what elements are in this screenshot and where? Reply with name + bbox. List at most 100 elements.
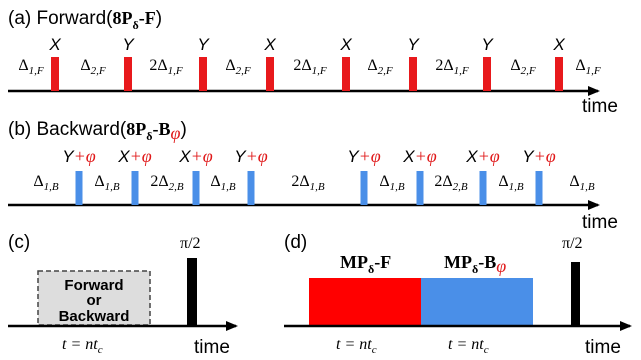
backward-pulse-4 — [247, 171, 255, 205]
panel-a-seq-tail: -F — [139, 8, 156, 28]
forward-spacing-5-symbol: Δ — [301, 57, 311, 74]
backward-spacing-3-symbol: Δ — [158, 173, 168, 190]
panel-d-duration-2: t = nt — [448, 336, 484, 353]
box-line-backward: Backward — [59, 308, 130, 325]
forward-gate-label-3: Y — [197, 35, 210, 54]
forward-spacing-7-subscript: 1,F — [454, 65, 469, 77]
backward-spacing-7-symbol: Δ — [442, 173, 452, 190]
panel-a-label: (a) Forward( — [8, 8, 113, 29]
backward-spacing-7-prefix: 2 — [434, 173, 442, 190]
backward-pulse-1 — [75, 171, 83, 205]
panel-b-seq-sub: δ — [146, 129, 152, 143]
backward-spacing-5-symbol: Δ — [299, 173, 309, 190]
panel-b-close: ) — [180, 119, 186, 140]
backward-gate-op-3: X — [178, 147, 191, 166]
panel-d: (d) MPδ-F MPδ-Bφ π/2 time t = ntc t = nt… — [284, 232, 632, 358]
backward-gate-phase-5: +φ — [359, 146, 381, 166]
forward-spacing-4: Δ2,F — [225, 57, 251, 77]
backward-gate-label-6: X+φ — [402, 146, 436, 166]
backward-pulse-2 — [131, 171, 139, 205]
block1-sub: δ — [368, 262, 374, 276]
backward-gate-label-2: X+φ — [117, 146, 151, 166]
backward-gate-phase-3: +φ — [191, 146, 213, 166]
forward-gate-label-1: X — [48, 35, 61, 54]
backward-gate-op-8: Y — [522, 147, 535, 166]
backward-gate-op-4: Y — [234, 147, 247, 166]
panel-a-seq-main: 8P — [113, 8, 133, 28]
backward-pulse-5 — [360, 171, 368, 205]
backward-spacing-3: 2Δ2,B — [150, 173, 184, 193]
forward-gate-label-2: Y — [122, 35, 135, 54]
panel-d-duration-1-sub: c — [372, 344, 377, 356]
forward-pulse-7 — [483, 57, 491, 91]
backward-spacing-8-subscript: 1,B — [509, 181, 524, 193]
forward-pulse-2 — [124, 57, 132, 91]
backward-gate-phase-2: +φ — [130, 146, 152, 166]
forward-gate-label-4: X — [263, 35, 276, 54]
forward-spacing-4-symbol: Δ — [225, 57, 235, 74]
forward-spacing-2-subscript: 2,F — [91, 65, 106, 77]
forward-spacing-7-prefix: 2 — [435, 57, 443, 74]
backward-gate-label-8: Y+φ — [522, 146, 555, 166]
backward-spacing-6-subscript: 1,B — [390, 181, 405, 193]
backward-gate-label-4: Y+φ — [234, 146, 267, 166]
forward-or-backward-box — [37, 270, 151, 326]
svg-text:MPδ-F: MPδ-F — [340, 252, 391, 276]
svg-text:t = ntc: t = ntc — [448, 336, 489, 356]
svg-text:t = ntc: t = ntc — [62, 336, 103, 356]
forward-pulse-6 — [409, 57, 417, 91]
forward-spacing-7: 2Δ1,F — [435, 57, 469, 77]
panel-c-label: (c) — [8, 232, 30, 253]
forward-pulse-8 — [555, 57, 563, 91]
forward-pulse-5 — [342, 57, 350, 91]
backward-spacing-4-subscript: 1,B — [221, 181, 236, 193]
backward-spacing-9: Δ1,B — [569, 173, 595, 193]
box-line-forward: Forward — [64, 277, 123, 294]
forward-spacing-3: 2Δ1,F — [149, 57, 183, 77]
forward-spacing-1-subscript: 1,F — [29, 65, 44, 77]
forward-spacing-7-symbol: Δ — [443, 57, 453, 74]
block2-sub: δ — [472, 262, 478, 276]
backward-gate-phase-8: +φ — [534, 146, 556, 166]
backward-spacing-5-prefix: 2 — [291, 173, 299, 190]
panel-d-pi-half-label: π/2 — [562, 235, 583, 252]
panel-d-duration-2-sub: c — [484, 344, 489, 356]
forward-spacing-6-symbol: Δ — [367, 57, 377, 74]
backward-spacing-3-prefix: 2 — [150, 173, 158, 190]
svg-text:(b) Backward(8Pδ-Bφ): (b) Backward(8Pδ-Bφ) — [8, 119, 187, 143]
forward-pulse-1 — [51, 57, 59, 91]
panel-c-pi-half-label: π/2 — [180, 235, 201, 252]
panel-c: (c) Forward or Backward π/2 time t = ntc — [8, 232, 238, 358]
backward-spacing-4: Δ1,B — [210, 173, 236, 193]
backward-spacing-8-symbol: Δ — [498, 173, 508, 190]
forward-spacing-1-symbol: Δ — [18, 57, 28, 74]
backward-pulse-7 — [479, 171, 487, 205]
forward-spacing-5-prefix: 2 — [293, 57, 301, 74]
forward-spacing-2-symbol: Δ — [80, 57, 90, 74]
backward-spacing-7-subscript: 2,B — [453, 181, 468, 193]
backward-spacing-9-symbol: Δ — [569, 173, 579, 190]
backward-spacing-1-symbol: Δ — [33, 173, 43, 190]
block2-phase: φ — [496, 256, 506, 276]
svg-text:MPδ-Bφ: MPδ-Bφ — [444, 252, 506, 276]
forward-spacing-9-symbol: Δ — [575, 57, 585, 74]
forward-spacing-5-subscript: 1,F — [312, 65, 327, 77]
panel-a-time-label: time — [582, 96, 618, 117]
backward-spacing-4-symbol: Δ — [210, 173, 220, 190]
panel-b-seq-phase: φ — [170, 123, 180, 143]
panel-a-close: ) — [156, 8, 162, 29]
forward-spacing-6-subscript: 2,F — [378, 65, 393, 77]
backward-gate-label-1: Y+φ — [62, 146, 95, 166]
panel-c-duration: t = nt — [62, 336, 98, 353]
backward-spacing-1-subscript: 1,B — [44, 181, 59, 193]
forward-spacing-5: 2Δ1,F — [293, 57, 327, 77]
panel-d-time-label: time — [585, 337, 621, 358]
forward-spacing-6: Δ2,F — [367, 57, 393, 77]
forward-spacing-9: Δ1,F — [575, 57, 601, 77]
svg-text:t = ntc: t = ntc — [336, 336, 377, 356]
svg-text:(a) Forward(8Pδ-F): (a) Forward(8Pδ-F) — [8, 8, 162, 32]
backward-pulse-3 — [192, 171, 200, 205]
panel-d-pi-half-pulse — [571, 262, 580, 326]
forward-gate-label-8: X — [552, 35, 565, 54]
